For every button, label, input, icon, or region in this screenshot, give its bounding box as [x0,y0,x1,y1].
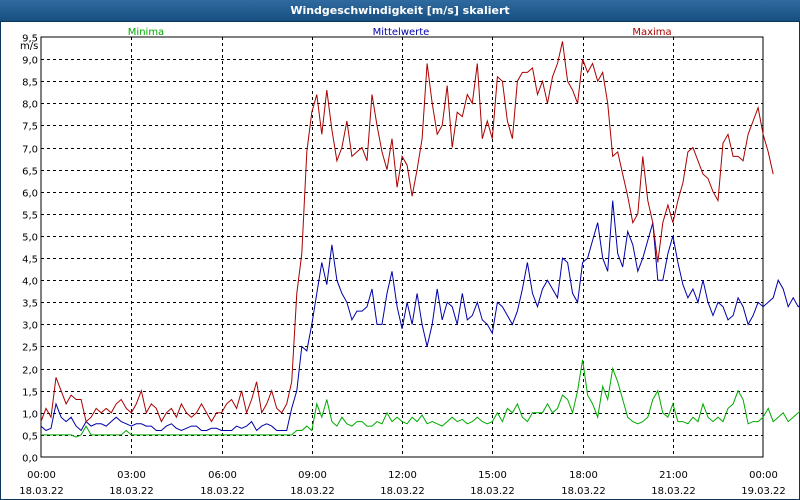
y-tick-label: 7,0 [22,145,38,156]
x-tick-date: 18.03.22 [380,486,425,497]
y-tick-label: 9,0 [22,56,38,67]
y-axis-label: m/s [20,41,38,52]
x-tick-date: 18.03.22 [470,486,515,497]
x-tick-date: 18.03.22 [200,486,245,497]
x-axis: 00:00 18.03.22 03:00 18.03.22 06:00 18.03.22 0… [19,470,786,497]
series-line-minima [41,359,800,438]
y-axis: 0,0 0,5 1,0 1,5 2,0 2,5 3,0 3,5 4,0 4,5 5,0 5,5 6,0 6… [22,34,38,465]
y-tick-label: 9,5 [22,34,38,45]
y-tick-label: 6,5 [22,167,38,178]
x-tick-time: 06:00 [208,470,237,481]
x-tick-date: 18.03.22 [109,486,154,497]
y-tick-label: 5,0 [22,233,38,244]
y-tick-label: 4,5 [22,255,38,266]
x-tick-time: 09:00 [298,470,327,481]
x-tick-time: 00:00 [749,470,778,481]
y-tick-label: 0,5 [22,432,38,443]
x-tick-date: 18.03.22 [19,486,64,497]
x-tick-date: 19.03.22 [741,486,786,497]
y-tick-label: 3,5 [22,299,38,310]
x-tick-time: 12:00 [388,470,417,481]
y-tick-label: 8,5 [22,78,38,89]
x-tick-time: 21:00 [659,470,688,481]
y-tick-label: 1,5 [22,388,38,399]
x-tick-time: 15:00 [478,470,507,481]
plot-area-border [40,36,764,458]
y-tick-label: 4,0 [22,277,38,288]
legend-mittelwerte: Mittelwerte [373,27,430,38]
y-tick-label: 2,0 [22,366,38,377]
x-tick-time: 18:00 [569,470,598,481]
y-tick-label: 3,0 [22,321,38,332]
series-line-maxima [40,41,774,423]
legend-minima: Minima [128,27,164,38]
x-tick-time: 00:00 [27,470,56,481]
x-tick-time: 03:00 [117,470,146,481]
series-line-mittelwerte [40,200,800,432]
x-tick-date: 18.03.22 [561,486,606,497]
chart-title: Windgeschwindigkeit [m/s] skaliert [0,0,800,22]
y-tick-label: 8,0 [22,100,38,111]
y-tick-label: 0,0 [22,454,38,465]
y-tick-label: 7,5 [22,122,38,133]
y-tick-label: 5,5 [22,211,38,222]
y-tick-label: 2,5 [22,343,38,354]
y-tick-label: 6,0 [22,189,38,200]
legend-maxima: Maxima [632,27,671,38]
x-tick-date: 18.03.22 [290,486,335,497]
y-tick-label: 1,0 [22,410,38,421]
series-group [40,41,800,438]
x-tick-date: 18.03.22 [651,486,696,497]
